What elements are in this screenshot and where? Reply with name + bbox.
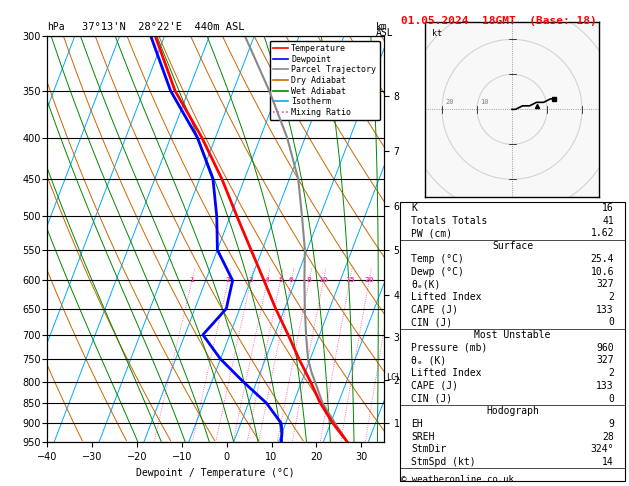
Text: K: K [411, 203, 417, 213]
Text: 15: 15 [345, 278, 355, 283]
Text: 1: 1 [189, 278, 194, 283]
Text: 10: 10 [318, 278, 328, 283]
Text: 10.6: 10.6 [591, 266, 614, 277]
Text: hPa: hPa [47, 21, 65, 32]
Text: Surface: Surface [492, 241, 533, 251]
Text: SREH: SREH [411, 432, 435, 442]
Text: StmSpd (kt): StmSpd (kt) [411, 457, 476, 467]
Text: Hodograph: Hodograph [486, 406, 539, 417]
Text: 41: 41 [602, 216, 614, 226]
Text: 28: 28 [602, 432, 614, 442]
Text: 0: 0 [608, 394, 614, 403]
Text: θₑ (K): θₑ (K) [411, 355, 447, 365]
Text: Lifted Index: Lifted Index [411, 292, 482, 302]
Text: Temp (°C): Temp (°C) [411, 254, 464, 264]
Legend: Temperature, Dewpoint, Parcel Trajectory, Dry Adiabat, Wet Adiabat, Isotherm, Mi: Temperature, Dewpoint, Parcel Trajectory… [269, 41, 379, 120]
Text: Most Unstable: Most Unstable [474, 330, 551, 340]
Text: Dewp (°C): Dewp (°C) [411, 266, 464, 277]
Text: Pressure (mb): Pressure (mb) [411, 343, 487, 353]
Text: ASL: ASL [376, 28, 394, 38]
Text: 20: 20 [364, 278, 374, 283]
Text: 2: 2 [608, 368, 614, 378]
Text: 327: 327 [596, 279, 614, 289]
X-axis label: Dewpoint / Temperature (°C): Dewpoint / Temperature (°C) [136, 468, 295, 478]
Text: 10: 10 [481, 99, 489, 105]
Text: 4: 4 [265, 278, 270, 283]
Text: kt: kt [431, 29, 442, 38]
FancyBboxPatch shape [400, 202, 625, 481]
Text: 960: 960 [596, 343, 614, 353]
Text: 3: 3 [248, 278, 253, 283]
Text: 324°: 324° [591, 444, 614, 454]
Text: CAPE (J): CAPE (J) [411, 381, 459, 391]
Text: © weatheronline.co.uk: © weatheronline.co.uk [401, 474, 514, 484]
Text: Lifted Index: Lifted Index [411, 368, 482, 378]
Text: 37°13'N  28°22'E  440m ASL: 37°13'N 28°22'E 440m ASL [82, 21, 244, 32]
Text: 5: 5 [278, 278, 283, 283]
Text: 2: 2 [226, 278, 231, 283]
Text: 20: 20 [445, 99, 454, 105]
Text: 2: 2 [608, 292, 614, 302]
Text: θₑ(K): θₑ(K) [411, 279, 441, 289]
Text: LCL: LCL [386, 373, 401, 382]
Text: 25.4: 25.4 [591, 254, 614, 264]
Text: 8: 8 [307, 278, 311, 283]
Text: km: km [376, 21, 388, 32]
Text: 133: 133 [596, 305, 614, 314]
Text: Totals Totals: Totals Totals [411, 216, 487, 226]
Text: EH: EH [411, 419, 423, 429]
Text: 133: 133 [596, 381, 614, 391]
Text: 14: 14 [602, 457, 614, 467]
Text: 6: 6 [289, 278, 294, 283]
Text: 1.62: 1.62 [591, 228, 614, 239]
Text: 01.05.2024  18GMT  (Base: 18): 01.05.2024 18GMT (Base: 18) [401, 16, 597, 26]
Text: 327: 327 [596, 355, 614, 365]
Text: CIN (J): CIN (J) [411, 317, 452, 328]
Text: 9: 9 [608, 419, 614, 429]
Text: CAPE (J): CAPE (J) [411, 305, 459, 314]
Text: StmDir: StmDir [411, 444, 447, 454]
Text: PW (cm): PW (cm) [411, 228, 452, 239]
Text: CIN (J): CIN (J) [411, 394, 452, 403]
Text: 16: 16 [602, 203, 614, 213]
Text: 0: 0 [608, 317, 614, 328]
